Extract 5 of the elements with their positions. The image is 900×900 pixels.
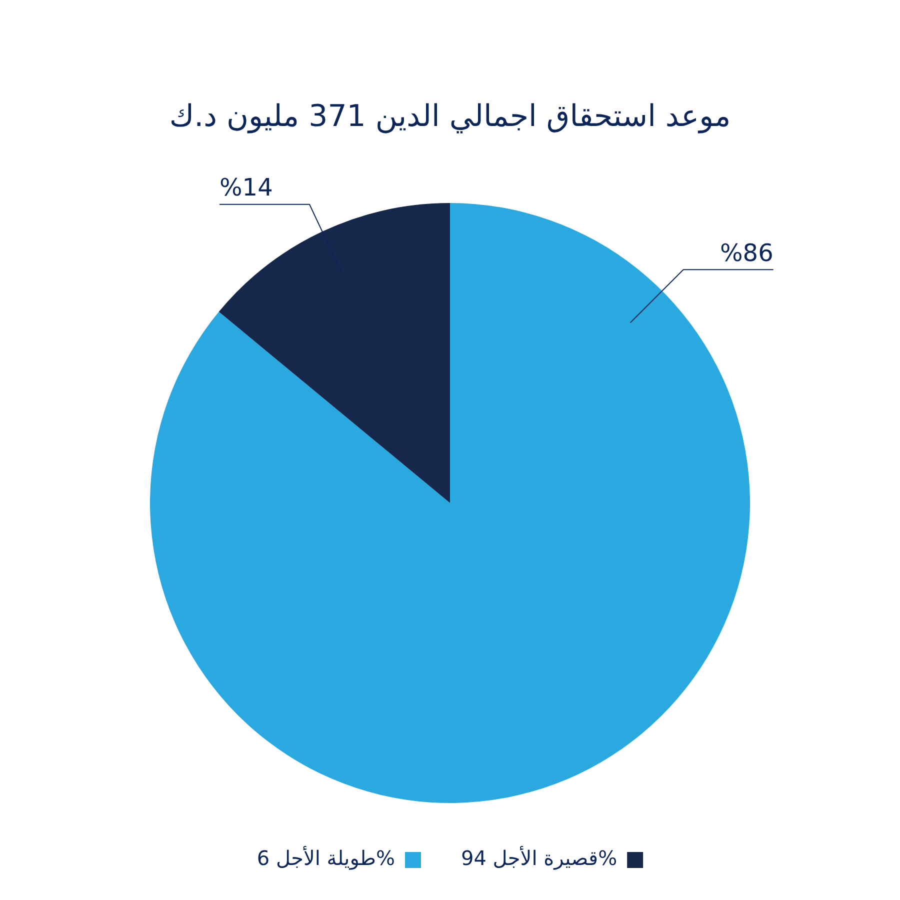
- legend-label: قصيرة الأجل 94%: [460, 845, 618, 870]
- chart-title: موعد استحقاق اجمالي الدين 371 مليون د.ك: [169, 98, 731, 134]
- data-label: %14: [219, 174, 273, 202]
- data-label: %86: [720, 238, 774, 267]
- legend-label: طويلة الأجل 6%: [256, 845, 395, 870]
